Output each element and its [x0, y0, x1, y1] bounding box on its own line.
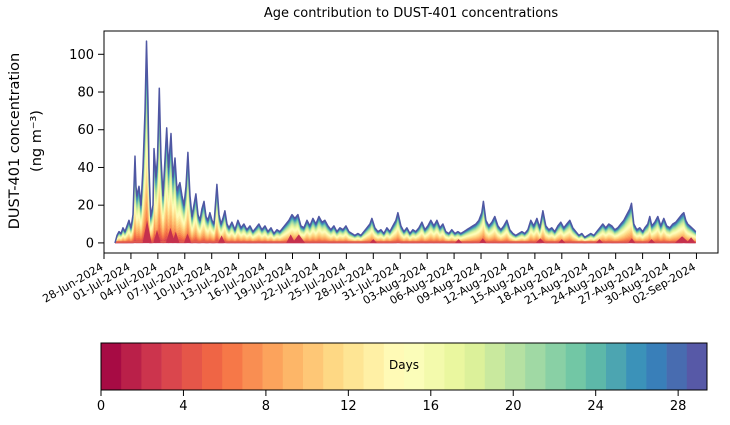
fresh-spike — [218, 235, 226, 243]
fresh-spike — [628, 238, 636, 243]
fresh-spike — [595, 239, 604, 243]
y-tick-label: 60 — [77, 123, 94, 138]
fresh-spike — [142, 220, 152, 243]
colorbar-step — [404, 343, 425, 390]
colorbar-step — [424, 343, 445, 390]
colorbar-step — [666, 343, 688, 390]
colorbar-label: Days — [389, 358, 419, 372]
colorbar-step — [141, 343, 162, 390]
colorbar-tick-label: 20 — [505, 399, 522, 414]
colorbar-step — [343, 343, 364, 390]
fresh-spike — [648, 239, 656, 243]
fresh-spike — [292, 234, 306, 243]
colorbar-step — [181, 343, 203, 390]
colorbar-tick-label: 4 — [179, 399, 187, 414]
colorbar-step — [121, 343, 142, 390]
colorbar-step — [303, 343, 324, 390]
fresh-spike — [674, 236, 690, 243]
colorbar-step — [626, 343, 647, 390]
fresh-spike — [535, 238, 545, 243]
y-tick-label: 100 — [69, 48, 94, 63]
colorbar-step — [323, 343, 344, 390]
fresh-spike — [558, 239, 566, 243]
colorbar-step — [242, 343, 263, 390]
y-axis-label-line1: DUST-401 concentration — [7, 52, 23, 230]
y-tick-label: 80 — [77, 86, 94, 101]
colorbar-step — [222, 343, 243, 390]
colorbar-tick-label: 12 — [340, 399, 357, 414]
colorbar-tick-label: 24 — [587, 399, 604, 414]
fresh-spike — [369, 239, 377, 243]
colorbar-step — [282, 343, 304, 390]
colorbar-tick-label: 8 — [262, 399, 270, 414]
colorbar-step — [464, 343, 486, 390]
y-axis-label: DUST-401 concentration (ng m⁻³) — [5, 21, 51, 261]
colorbar-step — [363, 343, 385, 390]
colorbar-step — [161, 343, 183, 390]
fresh-spike — [172, 231, 180, 243]
colorbar-step — [101, 343, 122, 390]
colorbar-tick-label: 16 — [423, 399, 440, 414]
colorbar-step — [383, 343, 405, 390]
fresh-spike — [286, 234, 296, 243]
fresh-spike — [686, 237, 696, 243]
y-tick-label: 0 — [86, 236, 94, 251]
colorbar-step — [585, 343, 607, 390]
colorbar-step — [525, 343, 546, 390]
plot-spines — [103, 30, 719, 254]
y-tick-label: 40 — [77, 161, 94, 176]
colorbar-step — [646, 343, 667, 390]
fresh-spike — [183, 233, 192, 243]
colorbar-tick-label: 28 — [670, 399, 687, 414]
colorbar-step — [545, 343, 566, 390]
fresh-spike — [153, 229, 161, 243]
chart-title: Age contribution to DUST-401 concentrati… — [263, 6, 559, 21]
colorbar-step — [606, 343, 627, 390]
envelope-outline — [114, 40, 697, 244]
fresh-spike — [165, 227, 175, 243]
colorbar-tick-label: 0 — [97, 399, 105, 414]
colorbar-step — [262, 343, 284, 390]
y-axis-label-line2: (ng m⁻³) — [28, 110, 45, 172]
fresh-spike — [479, 238, 487, 243]
y-tick-label: 20 — [77, 199, 94, 214]
colorbar-step — [686, 343, 708, 390]
colorbar-step — [565, 343, 587, 390]
colorbar-step — [505, 343, 526, 390]
colorbar-step — [444, 343, 465, 390]
colorbar-step — [484, 343, 506, 390]
colorbar-outline — [100, 342, 708, 391]
colorbar-step — [202, 343, 223, 390]
fresh-spike — [455, 239, 463, 243]
